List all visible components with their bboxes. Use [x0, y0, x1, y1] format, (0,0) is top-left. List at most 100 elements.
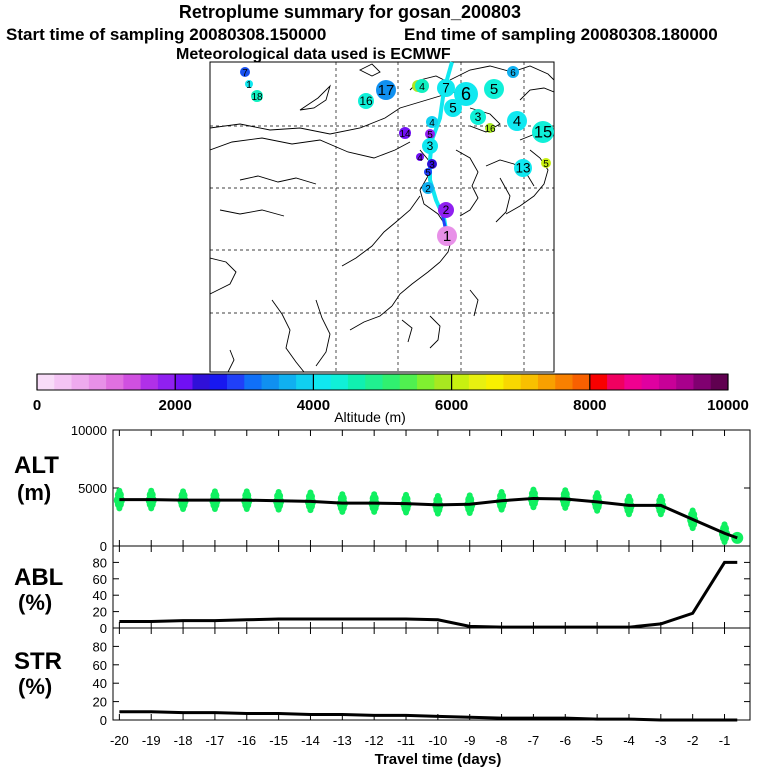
alt-scatter-point	[339, 491, 346, 498]
colorbar-swatch-10	[209, 374, 228, 390]
trajectory-day-label: 3	[427, 139, 434, 153]
x-tick-label: -2	[687, 733, 699, 748]
colorbar-swatch-39	[710, 374, 729, 390]
trajectory-day-label: 3	[475, 110, 482, 124]
x-tick-label: -6	[559, 733, 571, 748]
trajectory-marker	[507, 111, 527, 131]
trajectory-marker	[415, 79, 429, 93]
colorbar-tick-label: 4000	[297, 397, 330, 414]
alt-scatter-point	[657, 493, 664, 500]
colorbar-swatch-33	[607, 374, 625, 390]
trajectory-marker	[426, 116, 438, 128]
alt-scatter-point	[243, 505, 250, 512]
colorbar-swatch-15	[296, 374, 314, 390]
colorbar-swatch-30	[555, 374, 574, 390]
colorbar-swatch-20	[382, 374, 401, 390]
colorbar-swatch-32	[589, 374, 608, 390]
trajectory-day-label: 4	[417, 153, 423, 164]
trajectory-day-label: 1	[246, 80, 252, 91]
x-tick-label: -1	[719, 733, 731, 748]
x-tick-label: -20	[110, 733, 129, 748]
trajectory-day-label: 7	[442, 81, 450, 96]
colorbar-swatch-5	[123, 374, 142, 390]
alt-scatter-point	[180, 505, 187, 512]
trajectory-marker	[438, 202, 454, 218]
alt-scatter-point	[689, 525, 696, 532]
series-line-alt	[119, 496, 738, 540]
y-tick-label: 40	[93, 676, 107, 691]
colorbar-swatch-9	[192, 374, 211, 390]
trajectory-marker	[358, 93, 374, 109]
map-frame	[209, 61, 555, 373]
alt-scatter-point	[530, 486, 537, 493]
x-tick-label: -9	[464, 733, 476, 748]
map-graticule	[210, 62, 554, 372]
colorbar-tick-label: 0	[33, 397, 41, 414]
alt-scatter-point	[498, 488, 505, 495]
trajectory-markers: 711816176476556743164151453543135221	[240, 61, 554, 246]
trajectory-marker	[376, 80, 396, 100]
alt-scatter-point	[116, 487, 123, 494]
trajectory-marker	[444, 99, 462, 117]
alt-scatter-point	[434, 493, 441, 500]
x-tick-label: -18	[174, 733, 193, 748]
trajectory-marker	[422, 182, 434, 194]
series-line-abl	[119, 560, 738, 629]
colorbar-swatch-37	[676, 374, 694, 390]
y-tick-label: 60	[93, 572, 107, 587]
alt-scatter-point	[594, 490, 601, 497]
colorbar-swatch-1	[54, 374, 73, 390]
alt-scatter-point	[721, 521, 728, 528]
x-tick-label: -3	[655, 733, 667, 748]
colorbar-swatch-19	[365, 374, 383, 390]
trajectory-day-label: 4	[429, 118, 435, 129]
colorbar-swatch-25	[468, 374, 487, 390]
trajectory-day-label: 13	[515, 161, 530, 176]
x-tick-label: -8	[496, 733, 508, 748]
y-tick-label: 10000	[71, 423, 107, 438]
x-tick-label: -5	[591, 733, 603, 748]
trajectory-day-label: 3	[429, 160, 435, 171]
trajectory-day-label: 1	[443, 228, 451, 245]
x-axis-label: Travel time (days)	[375, 751, 502, 768]
alt-scatter-point	[180, 488, 187, 495]
alt-scatter-point	[594, 507, 601, 514]
colorbar-tick-label: 10000	[707, 397, 749, 414]
x-tick-label: -11	[397, 733, 415, 748]
y-tick-label: 0	[100, 621, 107, 636]
trajectory-day-label: 5	[425, 168, 431, 179]
colorbar-swatch-22	[417, 374, 435, 390]
colorbar-tick-label: 2000	[159, 397, 192, 414]
alt-scatter-point	[466, 510, 473, 517]
trajectory-day-label: 14	[399, 129, 411, 140]
colorbar-swatch-4	[106, 374, 124, 390]
colorbar-swatch-6	[140, 374, 159, 390]
alt-scatter-point	[148, 487, 155, 494]
colorbar-swatch-0	[37, 374, 55, 390]
y-tick-label: 80	[93, 555, 107, 570]
alt-scatter-point	[466, 492, 473, 499]
alt-scatter-point	[562, 487, 569, 494]
alt-scatter-point	[116, 505, 123, 512]
alt-scatter-point	[211, 488, 218, 495]
colorbar-swatch-34	[624, 374, 643, 390]
colorbar-swatch-11	[227, 374, 245, 390]
trajectory-marker	[454, 82, 478, 106]
trajectory-marker	[507, 66, 519, 78]
y-tick-label: 40	[93, 588, 107, 603]
trajectory-marker	[399, 127, 411, 139]
colorbar-swatch-31	[572, 374, 591, 390]
colorbar-label: Altitude (m)	[334, 409, 406, 425]
end-time-label: End time of sampling 20080308.180000	[404, 25, 718, 44]
y-tick-label: 20	[93, 605, 107, 620]
series-line-str	[119, 710, 738, 722]
trajectory-day-label: 17	[378, 82, 395, 99]
abl-panel-unit: (%)	[18, 590, 53, 615]
trajectory-day-label: 5	[427, 130, 433, 141]
str-panel-unit: (%)	[18, 674, 53, 699]
panel-frame-abl	[112, 545, 751, 629]
alt-scatter-point	[721, 539, 728, 546]
alt-scatter-point	[211, 505, 218, 512]
trajectory-marker	[251, 90, 263, 102]
trajectory-day-label: 2	[425, 184, 431, 195]
